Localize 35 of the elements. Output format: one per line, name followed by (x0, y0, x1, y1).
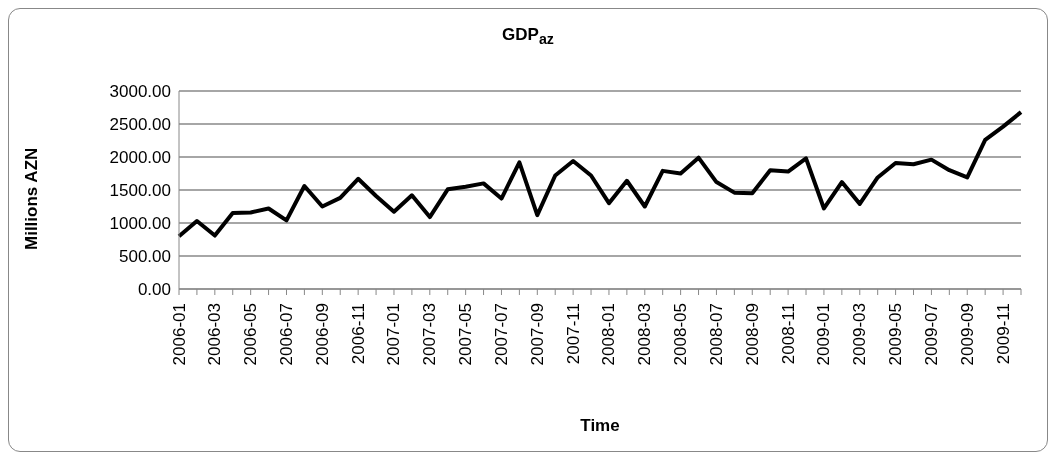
x-tick-label: 2008-09 (742, 303, 762, 366)
x-tick-label: 2006-07 (276, 303, 296, 366)
x-tick-label: 2009-11 (993, 303, 1013, 365)
x-tick-label: 2006-03 (205, 303, 225, 366)
x-tick-label: 2006-09 (312, 303, 332, 366)
x-tick-label: 2008-07 (706, 303, 726, 366)
line-series (177, 110, 1023, 239)
x-tick-label: 2009-07 (921, 303, 941, 366)
x-tick-label: 2008-11 (778, 303, 798, 365)
x-tick-label: 2009-03 (850, 303, 870, 366)
x-tick-label: 2006-11 (348, 303, 368, 365)
y-axis-title: Millions AZN (22, 147, 42, 250)
x-tick-label: 2007-07 (491, 303, 511, 366)
x-tick-label: 2008-03 (635, 303, 655, 366)
y-tick-label: 1500.00 (109, 181, 171, 201)
x-tick-label: 2006-01 (169, 303, 189, 366)
y-tick-label: 2000.00 (109, 148, 171, 168)
x-tick-label: 2007-03 (420, 303, 440, 366)
y-tick-label: 2500.00 (109, 115, 171, 135)
x-axis-title: Time (580, 416, 620, 435)
y-tick-label: 500.00 (119, 247, 171, 267)
x-tick-label: 2006-05 (241, 303, 261, 366)
x-tick-label: 2007-11 (563, 303, 583, 365)
x-tick-label: 2008-05 (671, 303, 691, 366)
y-tick-label: 1000.00 (109, 214, 171, 234)
x-tick-label: 2008-01 (599, 303, 619, 366)
x-tick-label: 2009-01 (814, 303, 834, 366)
x-tick-label: 2007-05 (456, 303, 476, 366)
x-tick-label: 2007-09 (527, 303, 547, 366)
y-tick-label: 0.00 (137, 280, 171, 300)
x-tick-label: 2007-01 (384, 303, 404, 366)
x-tick-label: 2009-05 (886, 303, 906, 366)
y-tick-label: 3000.00 (109, 82, 171, 102)
chart-title: GDP$_{az}$ (501, 25, 555, 48)
x-tick-label: 2009-09 (957, 303, 977, 366)
